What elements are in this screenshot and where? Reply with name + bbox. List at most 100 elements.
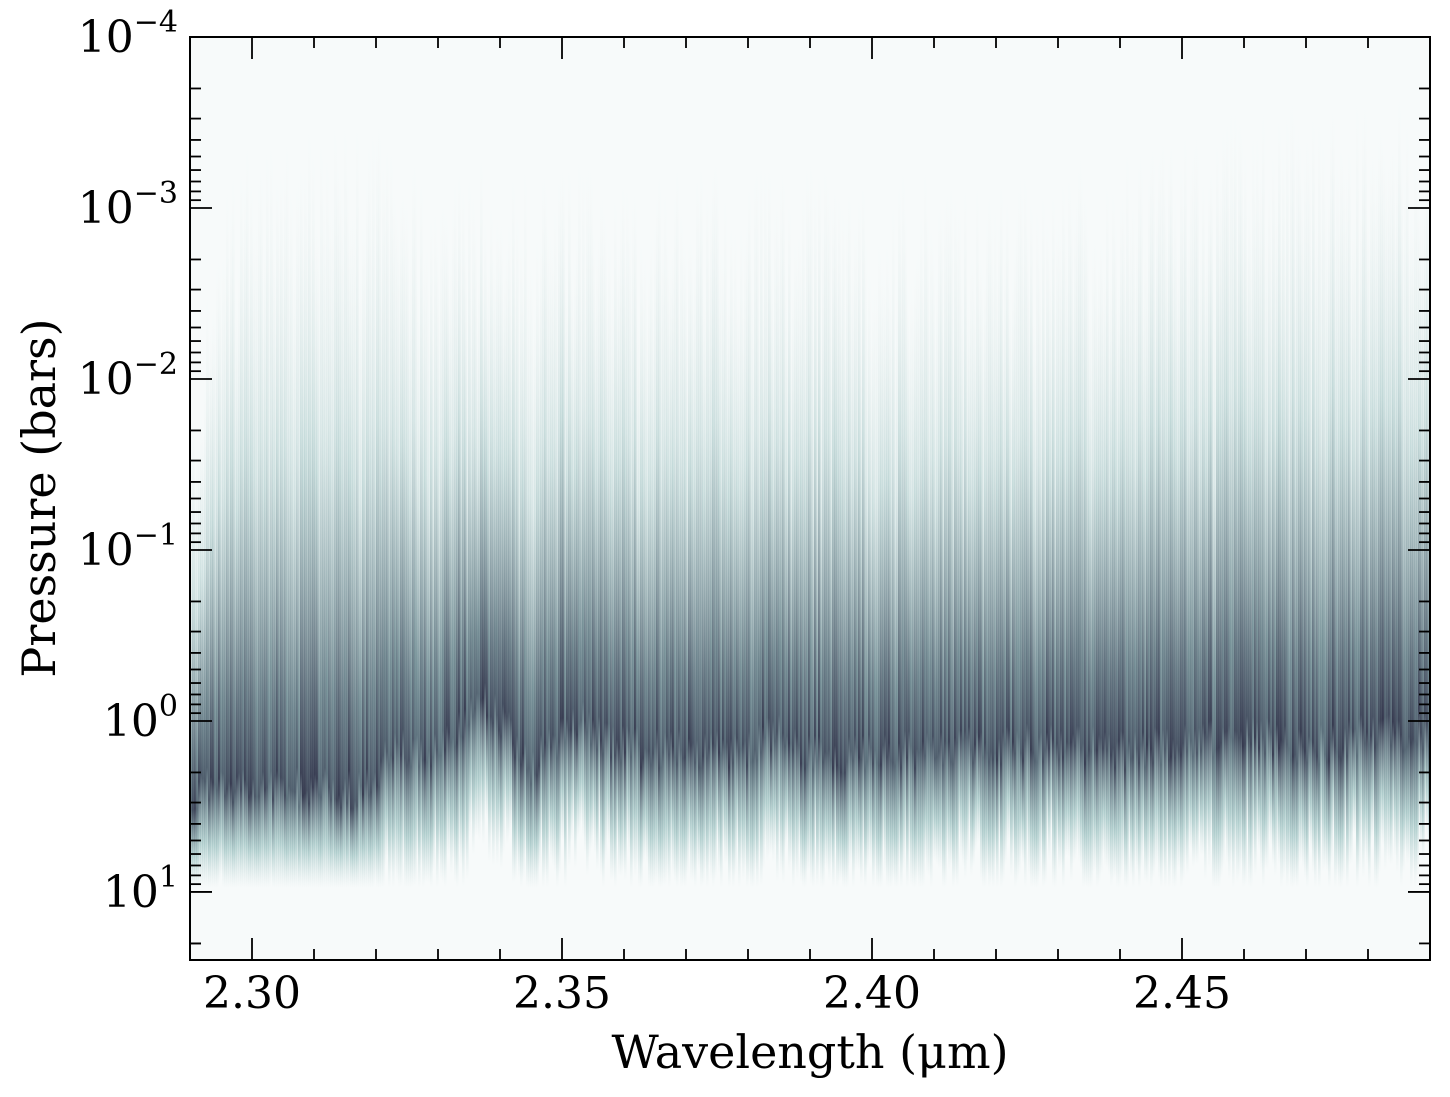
heatmap-column <box>952 316 955 889</box>
heatmap-column <box>286 132 289 889</box>
heatmap-column <box>942 311 945 889</box>
heatmap-column <box>940 205 943 869</box>
heatmap-column <box>620 200 623 877</box>
heatmap-column <box>296 175 299 889</box>
heatmap-column <box>894 323 897 889</box>
heatmap-column <box>340 181 343 889</box>
heatmap-column <box>966 283 969 864</box>
heatmap-column <box>678 290 681 878</box>
heatmap-column <box>262 266 265 889</box>
heatmap-column <box>680 203 683 889</box>
heatmap-column <box>1264 220 1267 870</box>
heatmap-column <box>704 289 707 871</box>
x-tick-labels: 2.30 2.35 2.40 2.45 <box>203 968 1231 1019</box>
heatmap-column <box>1278 112 1281 865</box>
heatmap-column <box>970 248 973 877</box>
heatmap-column <box>314 220 317 889</box>
heatmap-column <box>564 249 567 889</box>
heatmap-column <box>926 206 929 875</box>
heatmap-column <box>946 184 949 856</box>
heatmap-column <box>1246 234 1249 834</box>
heatmap-column <box>1392 139 1395 834</box>
heatmap-column <box>1254 176 1257 877</box>
heatmap-column <box>1146 254 1149 885</box>
heatmap-column <box>1276 195 1279 851</box>
heatmap-column <box>646 304 649 865</box>
heatmap-column <box>1306 128 1309 889</box>
y-tick-label: 10−4 <box>78 5 178 63</box>
heatmap-column <box>748 179 751 881</box>
heatmap-column <box>842 199 845 889</box>
heatmap-column <box>1152 143 1155 879</box>
heatmap-column <box>1402 220 1405 874</box>
heatmap-column <box>1178 230 1181 869</box>
heatmap-column <box>1154 262 1157 869</box>
heatmap-column <box>1424 181 1427 823</box>
heatmap-column <box>586 162 589 877</box>
heatmap-column <box>508 216 511 838</box>
heatmap-column <box>1422 197 1425 861</box>
heatmap-column <box>1240 123 1243 866</box>
heatmap-column <box>1104 264 1107 868</box>
heatmap-column <box>454 171 457 884</box>
heatmap-column <box>774 203 777 848</box>
heatmap-column <box>696 169 699 867</box>
heatmap-column <box>1218 184 1221 889</box>
heatmap-column <box>1416 167 1419 877</box>
heatmap-column <box>370 209 373 889</box>
heatmap-column <box>496 213 499 866</box>
heatmap-column <box>1088 293 1091 889</box>
heatmap-column <box>1226 114 1229 865</box>
heatmap-column <box>326 148 329 889</box>
heatmap-column <box>876 277 879 889</box>
heatmap-column <box>672 242 675 876</box>
heatmap-column <box>350 213 353 889</box>
heatmap-column <box>1062 173 1065 889</box>
heatmap-column <box>756 164 759 889</box>
heatmap-column <box>550 234 553 862</box>
heatmap-column <box>702 281 705 886</box>
heatmap-column <box>912 291 915 889</box>
heatmap-column <box>1374 173 1377 889</box>
x-tick-label: 2.35 <box>513 968 611 1019</box>
heatmap-column <box>936 263 939 866</box>
heatmap-column <box>1362 111 1365 879</box>
heatmap-column <box>1006 194 1009 845</box>
heatmap-column <box>384 173 387 868</box>
heatmap-column <box>460 237 463 866</box>
heatmap-column <box>720 242 723 889</box>
heatmap-column <box>1274 191 1277 878</box>
heatmap-column <box>1400 143 1403 888</box>
heatmap-column <box>764 158 767 846</box>
heatmap-column <box>430 210 433 889</box>
heatmap-column <box>722 251 725 848</box>
heatmap-column <box>1216 134 1219 889</box>
heatmap-column <box>694 244 697 889</box>
heatmap-column <box>582 162 585 839</box>
heatmap-column <box>524 160 527 857</box>
heatmap-column <box>1284 230 1287 874</box>
heatmap-column <box>200 408 203 889</box>
heatmap-column <box>606 278 609 840</box>
heatmap-column <box>1256 126 1259 844</box>
heatmap-column <box>854 220 857 872</box>
heatmap-column <box>1300 170 1303 862</box>
heatmap-column <box>444 206 447 889</box>
heatmap-column <box>1376 157 1379 889</box>
heatmap-column <box>224 261 227 889</box>
heatmap-column <box>1056 217 1059 850</box>
heatmap-column <box>1124 253 1127 889</box>
heatmap-column <box>1120 195 1123 880</box>
heatmap-column <box>1224 132 1227 841</box>
heatmap-column <box>1028 274 1031 877</box>
heatmap-column <box>354 214 357 889</box>
heatmap-column <box>902 161 905 871</box>
heatmap-column <box>204 379 207 889</box>
heatmap-column <box>528 270 531 889</box>
heatmap-column <box>790 308 793 864</box>
heatmap-column <box>1298 128 1301 865</box>
heatmap-column <box>618 237 621 877</box>
heatmap-column <box>324 208 327 889</box>
heatmap-column <box>856 225 859 870</box>
heatmap-column <box>648 259 651 889</box>
